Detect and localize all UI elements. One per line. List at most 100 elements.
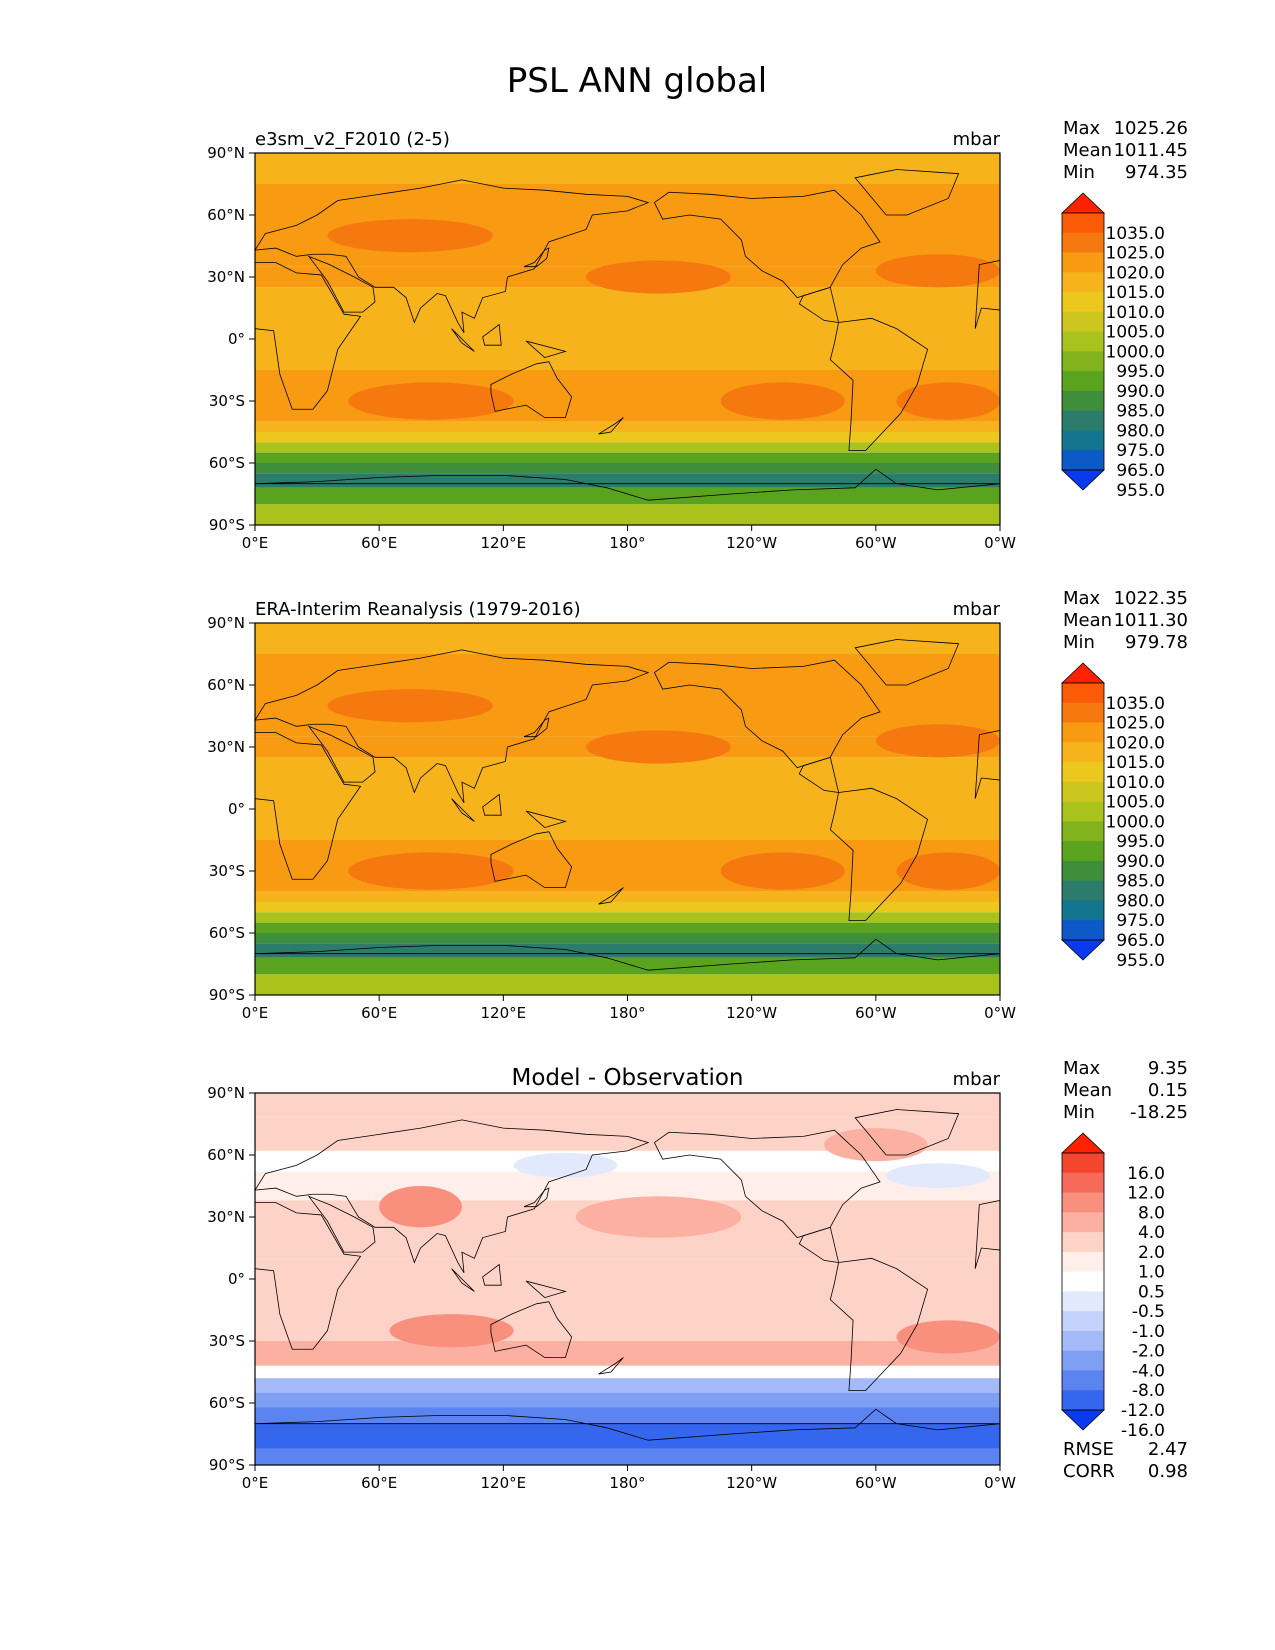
coastline [307,1195,376,1253]
field-band [255,1423,1000,1449]
field-band [255,1093,1000,1118]
stat-value: 1011.45 [1114,140,1188,161]
field-cell [575,1196,742,1238]
colorbar-tick-label: 975.0 [1116,441,1165,461]
field-band [255,757,1000,840]
colorbar-extend-max [1061,1132,1105,1154]
coastline [490,831,573,888]
field-band [255,487,1000,505]
colorbar-tick-label: -2.0 [1132,1342,1165,1362]
colorbar-segment [1062,920,1104,941]
colorbar-tick-label: 1015.0 [1106,283,1165,303]
lat-tick-label: 30°S [209,862,245,880]
colorbar-tick-label: 1.0 [1138,1263,1165,1283]
coastline [798,286,840,323]
coastline [523,717,550,738]
units-label: mbar [953,599,1001,620]
coastline [974,1200,1000,1269]
coastline [653,1129,881,1239]
colorbar-segment [1062,252,1104,273]
panel-model: 0°E 60°E 120°E 180° 120°W 60°W 0°W 90°N 60°N 30°N… [207,118,1188,552]
lat-tick-label: 90°N [207,614,245,632]
colorbar-tick-label: 985.0 [1116,402,1165,422]
colorbar-segment [1062,1350,1104,1371]
colorbar-segment [1062,1172,1104,1194]
colorbar-tick-label: 955.0 [1116,951,1165,971]
lon-tick-label: 60°E [361,1474,397,1492]
colorbar-tick-label: 2.0 [1138,1243,1165,1263]
field-band [255,287,1000,370]
colorbar-tick-label: 995.0 [1116,362,1165,382]
colorbar-segment [1062,1390,1104,1411]
colorbar-tick-label: 1010.0 [1106,303,1165,323]
colorbar-segment [1062,1271,1104,1292]
colorbar-segment [1062,371,1104,392]
field-band [255,421,1000,432]
colorbar-tick-label: 1010.0 [1106,773,1165,793]
lon-tick-label: 180° [609,1474,645,1492]
panel-title: Model - Observation [511,1065,743,1091]
colorbar-tick-label: 4.0 [1138,1223,1165,1243]
stat-label: Min [1063,162,1095,183]
lat-tick-label: 60°S [209,1394,245,1412]
field-band [255,933,1000,944]
coastline [974,260,1000,329]
colorbar-segment [1062,351,1104,372]
coastline [255,732,362,880]
coastline [525,1280,567,1299]
colorbar-extend-min [1061,1409,1105,1431]
lon-tick-label: 0°E [242,1474,269,1492]
stat-value: 979.78 [1125,632,1188,653]
colorbar-segment [1062,213,1104,234]
colorbar: 1035.01025.01020.01015.01010.01005.01000… [1061,192,1165,501]
lat-tick-label: 0° [228,1270,245,1288]
colorbar-frame [1061,1152,1105,1411]
colorbar-segment [1062,272,1104,293]
lat-tick-label: 90°S [209,1456,245,1474]
colorbar-extend-min [1061,939,1105,961]
colorbar-segment [1062,683,1104,704]
colorbar-segment [1062,702,1104,724]
colorbar-segment [1062,1232,1104,1253]
coastline [854,639,960,686]
field-cell [896,852,1000,890]
colorbar-segment [1062,801,1104,822]
field-cell [586,730,731,764]
field-band [255,912,1000,923]
coastline [653,659,881,769]
panel-title: e3sm_v2_F2010 (2-5) [255,129,450,150]
stat-value: 0.98 [1148,1461,1188,1482]
colorbar-segment [1062,1370,1104,1391]
field-cell [389,1314,514,1348]
coastline [255,1202,362,1350]
field-cell [348,382,514,420]
colorbar-segment [1062,880,1104,901]
lat-tick-label: 0° [228,330,245,348]
lon-tick-label: 0°W [984,1474,1016,1492]
colorbar-segment [1062,1311,1104,1332]
stat-label: Mean [1063,610,1112,631]
colorbar-tick-label: 16.0 [1127,1164,1165,1184]
field-cell [586,260,731,294]
colorbar-tick-label: 1005.0 [1106,793,1165,813]
colorbar-segment [1062,1330,1104,1352]
units-label: mbar [953,1069,1001,1090]
colorbar-segment [1062,1153,1104,1174]
coastline [255,179,650,334]
coastline [653,189,881,299]
coastline [829,1257,929,1391]
colorbar-extend-min [1061,469,1105,491]
lat-tick-label: 90°S [209,986,245,1004]
stat-value: 1025.26 [1114,118,1188,139]
colorbar-segment [1062,722,1104,743]
lon-tick-label: 60°E [361,1004,397,1022]
colorbar-tick-label: 1020.0 [1106,263,1165,283]
lon-tick-label: 60°W [855,1474,897,1492]
field-cell [896,382,1000,420]
stat-value: 0.15 [1148,1080,1188,1101]
lon-tick-label: 120°W [726,1004,777,1022]
stat-label: Max [1063,1058,1101,1079]
lat-tick-label: 60°N [207,1146,245,1164]
field-cell [875,254,1000,288]
coastlines [255,639,1000,971]
